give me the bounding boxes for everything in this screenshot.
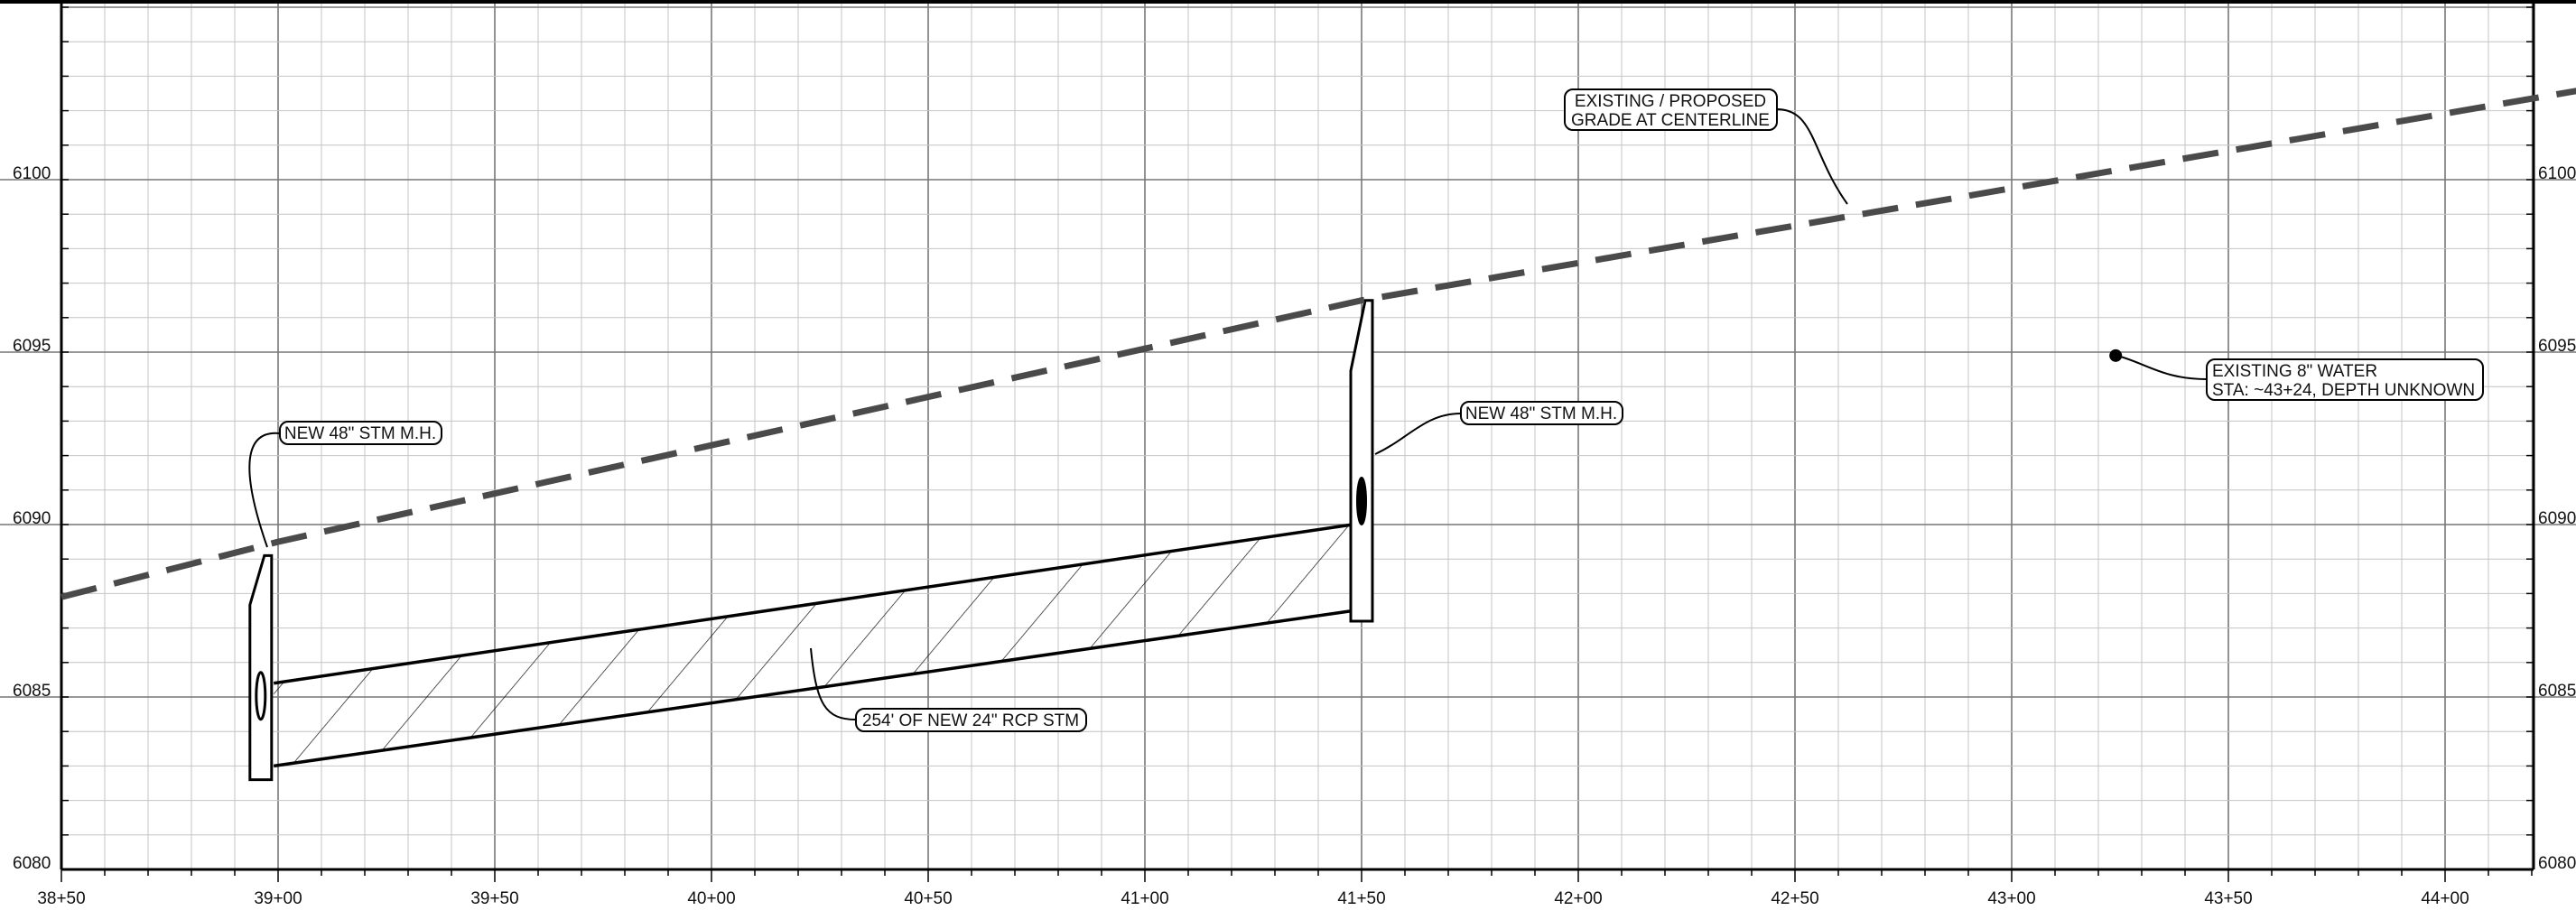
elev-tick-label-right: 6090 xyxy=(2538,509,2576,528)
elev-tick-label: 6080 xyxy=(13,854,51,873)
manhole-right-opening xyxy=(1356,476,1367,525)
pipe-leader xyxy=(810,647,857,720)
station-tick-label: 44+00 xyxy=(2421,889,2469,908)
elev-tick-label-right: 6095 xyxy=(2538,337,2576,356)
elev-tick-label-right: 6080 xyxy=(2538,854,2576,873)
manhole-left xyxy=(248,553,274,782)
station-tick-label: 39+00 xyxy=(254,889,302,908)
callout-water-line1: EXISTING 8" WATER xyxy=(2212,362,2377,381)
callout-grade: EXISTING / PROPOSED GRADE AT CENTERLINE xyxy=(1564,88,1778,131)
elev-tick-label-right: 6100 xyxy=(2538,164,2576,183)
station-tick-label: 42+50 xyxy=(1771,889,1818,908)
elev-tick-label: 6100 xyxy=(13,164,51,183)
callout-water-line2: STA: ~43+24, DEPTH UNKNOWN xyxy=(2212,381,2475,400)
elevation-axis-right: 6080 6085 6090 6095 6100 xyxy=(2538,164,2576,873)
elev-tick-label: 6095 xyxy=(13,337,51,356)
mh-right-leader xyxy=(1374,413,1462,455)
callout-grade-line2: GRADE AT CENTERLINE xyxy=(1571,111,1770,130)
callout-mh-left-box xyxy=(279,421,442,445)
manhole-left-body xyxy=(248,553,274,782)
callout-grade-line1: EXISTING / PROPOSED xyxy=(1575,92,1766,111)
callout-pipe-text: 254' OF NEW 24" RCP STM xyxy=(862,711,1079,730)
water-leader xyxy=(2116,355,2208,380)
elev-tick-label-right: 6085 xyxy=(2538,682,2576,701)
station-axis: 38+50 39+00 39+50 40+00 40+50 41+00 41+5… xyxy=(37,889,2469,908)
water-line-point xyxy=(2109,348,2123,362)
callout-water-box xyxy=(2206,358,2484,401)
station-tick-label: 42+00 xyxy=(1554,889,1602,908)
pipe-crown-line xyxy=(273,523,1353,685)
callout-grade-box xyxy=(1564,88,1778,131)
pipe-invert-line xyxy=(273,609,1353,768)
manhole-right-body xyxy=(1349,299,1374,623)
station-tick-label: 41+00 xyxy=(1121,889,1168,908)
axis-ticks xyxy=(60,6,2534,882)
manhole-left-opening xyxy=(255,671,267,721)
pipe-hatch xyxy=(274,525,1353,767)
callout-mh-right-box xyxy=(1460,401,1623,425)
callout-mh-left-text: NEW 48" STM M.H. xyxy=(284,424,436,443)
callout-mh-left: NEW 48" STM M.H. xyxy=(279,421,442,445)
callout-pipe-box xyxy=(855,708,1087,732)
callout-mh-right-text: NEW 48" STM M.H. xyxy=(1465,404,1617,423)
callout-water: EXISTING 8" WATER STA: ~43+24, DEPTH UNK… xyxy=(2206,358,2484,401)
elevation-axis-left: 6080 6085 6090 6095 6100 xyxy=(13,164,51,873)
station-tick-label: 41+50 xyxy=(1337,889,1385,908)
station-tick-label: 38+50 xyxy=(37,889,85,908)
grade-line xyxy=(60,88,2576,600)
station-tick-label: 40+50 xyxy=(904,889,952,908)
mh-left-leader xyxy=(248,432,281,548)
storm-pipe xyxy=(273,523,1353,768)
grade-leader xyxy=(1776,108,1848,205)
elev-tick-label: 6085 xyxy=(13,682,51,701)
manhole-right xyxy=(1349,299,1374,623)
leaders xyxy=(248,108,2208,720)
callout-mh-right: NEW 48" STM M.H. xyxy=(1460,401,1623,425)
station-tick-label: 40+00 xyxy=(687,889,735,908)
elev-tick-label: 6090 xyxy=(13,509,51,528)
station-tick-label: 39+50 xyxy=(470,889,518,908)
station-tick-label: 43+00 xyxy=(1987,889,2035,908)
station-tick-label: 43+50 xyxy=(2204,889,2252,908)
callout-pipe: 254' OF NEW 24" RCP STM xyxy=(855,708,1087,732)
